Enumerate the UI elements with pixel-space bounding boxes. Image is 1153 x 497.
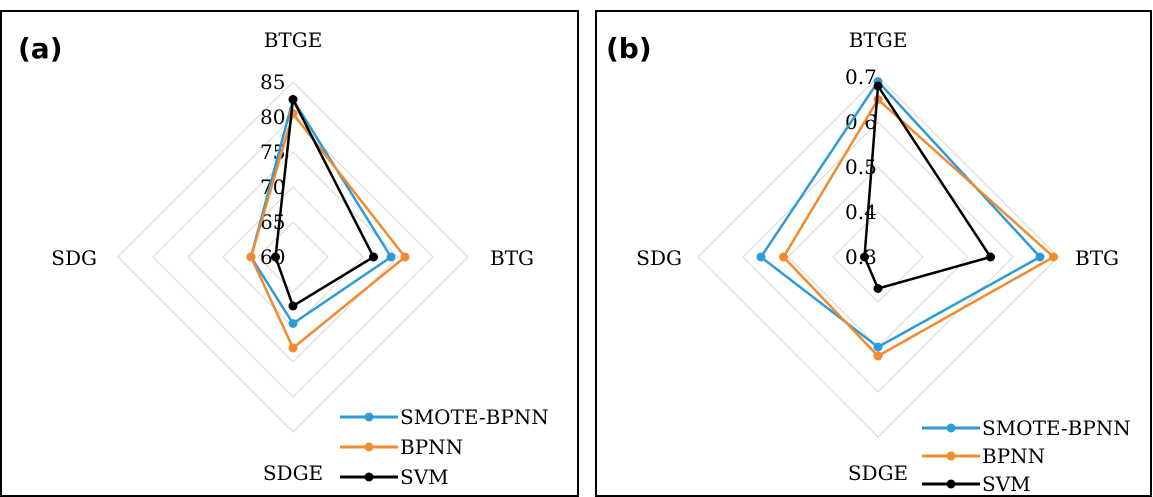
axis-label-btge: BTGE (849, 28, 908, 52)
series-line-svm (274, 95, 376, 308)
grid-ring (257, 221, 329, 293)
legend: SMOTE-BPNN BPNN SVM (340, 405, 549, 489)
grid-ring (152, 116, 434, 398)
legend-marker (364, 412, 374, 422)
data-point (288, 301, 298, 311)
legend-item-svm: SVM (922, 472, 1031, 496)
legend-label: BPNN (400, 435, 463, 459)
axis-label-sdg: SDG (636, 246, 682, 270)
data-point (1049, 252, 1058, 262)
tick-label: 0.7 (845, 65, 877, 89)
data-point (873, 81, 883, 91)
grid-ring (742, 121, 1014, 393)
legend-item-bpnn: BPNN (340, 435, 463, 459)
legend-marker (946, 479, 956, 489)
data-point (873, 351, 883, 361)
legend-label: SVM (982, 472, 1031, 496)
legend-marker (946, 423, 956, 433)
data-point (271, 252, 280, 262)
data-point (400, 252, 410, 262)
data-point (288, 343, 298, 353)
grid-ring (832, 211, 924, 303)
data-point (246, 252, 256, 262)
data-point (873, 284, 883, 293)
legend: SMOTE-BPNN BPNN SVM (922, 416, 1131, 496)
tick-label: 0.4 (845, 200, 877, 224)
panel-label: (b) (606, 32, 652, 65)
axis-label-btge: BTGE (264, 28, 323, 52)
legend-marker (364, 472, 374, 482)
radar-panel-a: (a) 606570758085 BTGE BTG SDGE SDG SMOTE… (0, 10, 579, 497)
data-point (288, 95, 298, 104)
axis-label-sdg: SDG (51, 246, 97, 270)
radar-grid (697, 76, 1059, 438)
legend-label: SMOTE-BPNN (982, 416, 1131, 440)
data-point (860, 252, 869, 262)
data-point (779, 252, 788, 262)
data-point (986, 252, 995, 262)
legend-marker (946, 451, 956, 461)
legend-item-svm: SVM (340, 465, 449, 489)
grid-ring (697, 76, 1059, 438)
data-point (873, 342, 883, 352)
legend-marker (364, 442, 374, 452)
panel-label: (a) (18, 32, 63, 65)
radial-tick-labels: 606570758085 (260, 70, 285, 269)
series-group (756, 77, 1058, 361)
radar-panel-b: (b) 0.30.40.50.60.7 BTGE BTG SDGE SDG SM… (595, 10, 1152, 497)
legend-label: SVM (400, 465, 449, 489)
data-point (1035, 252, 1045, 262)
legend-item-smote-bpnn: SMOTE-BPNN (922, 416, 1131, 440)
tick-label: 80 (260, 105, 285, 129)
legend-item-smote-bpnn: SMOTE-BPNN (340, 405, 549, 429)
series-group (246, 95, 410, 353)
tick-label: 85 (260, 70, 285, 94)
legend-item-bpnn: BPNN (922, 444, 1045, 468)
data-point (756, 252, 766, 262)
series-line-svm (863, 82, 993, 290)
panel-border (595, 10, 1152, 497)
grid-ring (187, 151, 399, 363)
axis-label-btg: BTG (490, 246, 534, 270)
grid-ring (117, 81, 469, 433)
axis-label-sdge: SDGE (848, 461, 908, 485)
radar-grid (117, 81, 469, 433)
axis-label-sdge: SDGE (263, 461, 323, 485)
data-point (369, 252, 378, 262)
panel-border (0, 10, 579, 497)
data-point (386, 252, 396, 262)
data-point (288, 319, 298, 328)
axis-label-btg: BTG (1075, 246, 1119, 270)
legend-label: SMOTE-BPNN (400, 405, 549, 429)
legend-label: BPNN (982, 444, 1045, 468)
